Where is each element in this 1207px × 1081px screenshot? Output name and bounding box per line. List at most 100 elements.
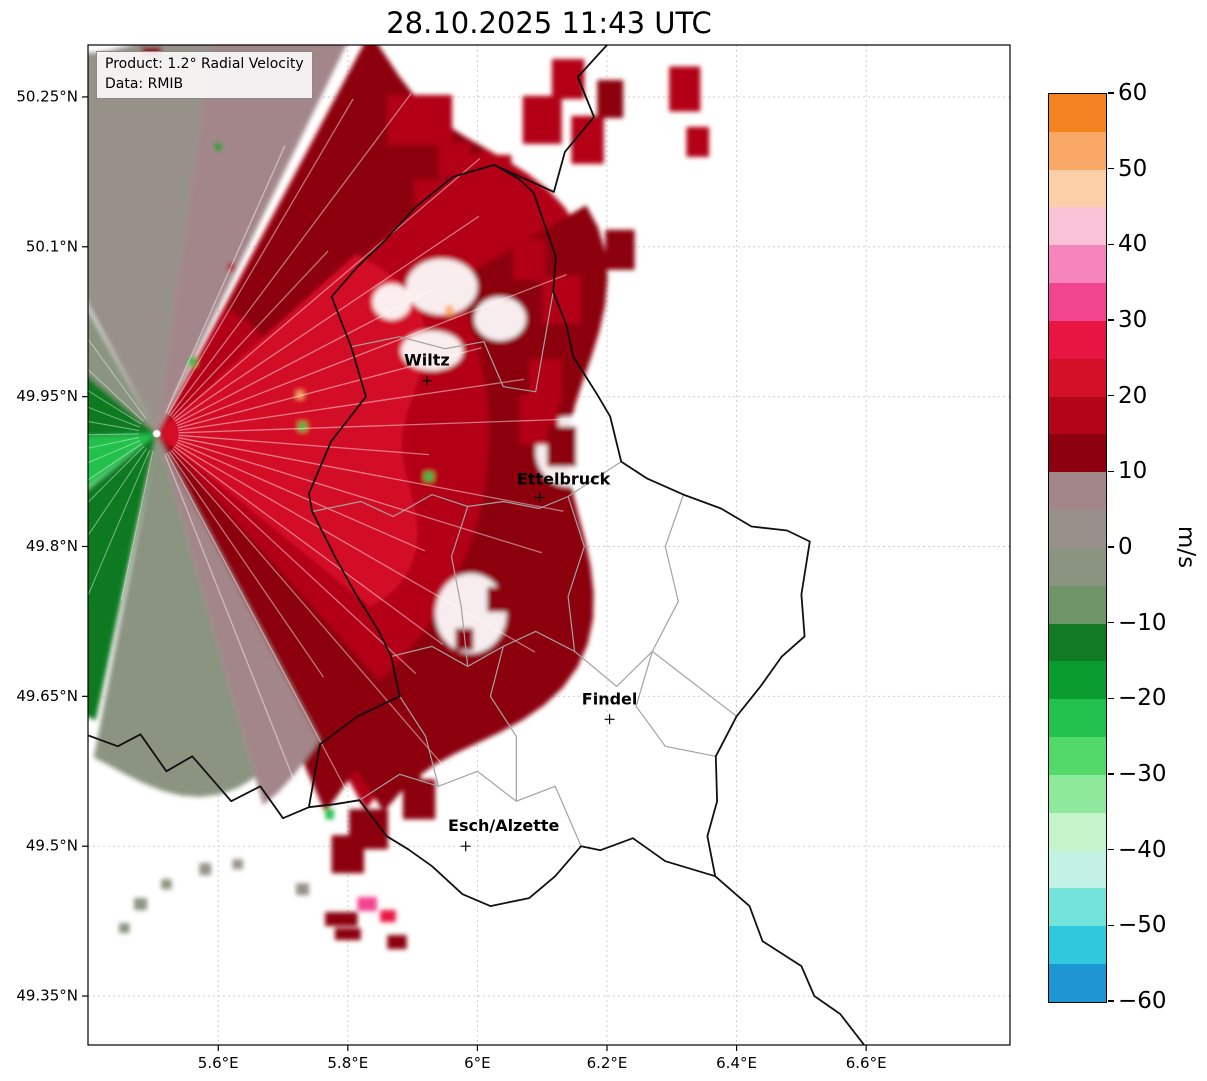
colorbar-tick-label: −50 bbox=[1118, 912, 1167, 939]
x-tick-label: 5.6°E bbox=[198, 1054, 239, 1072]
colorbar-tickmark bbox=[1108, 546, 1114, 548]
country-border-line bbox=[88, 733, 310, 820]
colorbar-tick-label: −60 bbox=[1118, 988, 1167, 1014]
y-tick-label: 50.25°N bbox=[16, 87, 78, 105]
y-tick-label: 50.1°N bbox=[26, 237, 78, 255]
city-label: Wiltz bbox=[404, 351, 450, 370]
echo-cell bbox=[199, 863, 212, 876]
colorbar-segment bbox=[1049, 283, 1106, 321]
colorbar-tickmark bbox=[1108, 773, 1114, 775]
y-tick-label: 49.35°N bbox=[16, 987, 78, 1005]
velocity-sector bbox=[322, 205, 608, 812]
echo-cell bbox=[513, 239, 546, 280]
echo-cell bbox=[542, 275, 582, 324]
city-markers: Wiltz Ettelbruck Findel Esch/Alzette bbox=[404, 351, 637, 852]
district-border bbox=[399, 695, 440, 787]
plot-frame bbox=[87, 44, 1011, 1046]
product-info-box: Product: 1.2° Radial Velocity Data: RMIB bbox=[96, 51, 313, 99]
district-border bbox=[350, 291, 554, 393]
colorbar-segment bbox=[1049, 358, 1106, 397]
echo-cell bbox=[298, 422, 307, 432]
echo-cell bbox=[296, 390, 304, 399]
echo-cell bbox=[571, 115, 604, 164]
echo-cell bbox=[597, 80, 624, 118]
velocity-sector bbox=[156, 254, 426, 607]
velocity-sector bbox=[88, 45, 212, 434]
colorbar-segment bbox=[1049, 94, 1106, 132]
colorbar-segment bbox=[1049, 964, 1106, 1002]
axis-ticks: 5.6°E 5.8°E 6°E 6.2°E 6.4°E 6.6°E 50.25°N 50.1°… bbox=[16, 87, 886, 1072]
echo-cell bbox=[385, 734, 421, 785]
borders bbox=[88, 45, 865, 1045]
velocity-sector bbox=[156, 433, 415, 813]
colorbar-segment bbox=[1049, 850, 1106, 889]
colorbar-segment bbox=[1049, 472, 1106, 511]
echo-cell bbox=[228, 262, 235, 271]
velocity-sector bbox=[88, 309, 157, 434]
echo-cell bbox=[188, 357, 197, 366]
echo-cell bbox=[402, 779, 436, 820]
echo-cell bbox=[445, 305, 454, 316]
colorbar-tick-label: 10 bbox=[1118, 458, 1148, 485]
city-marker bbox=[534, 492, 545, 503]
data-source-label: Data: RMIB bbox=[105, 75, 184, 92]
country-border-line bbox=[714, 875, 865, 1045]
colorbar-segment bbox=[1049, 737, 1106, 775]
colorbar-tickmark bbox=[1108, 848, 1114, 851]
colorbar-tickmark bbox=[1108, 924, 1114, 927]
colorbar-segment bbox=[1049, 699, 1106, 738]
colorbar-tickmark bbox=[1108, 470, 1114, 473]
colorbar-tick-label: 60 bbox=[1118, 80, 1148, 106]
colorbar-segment bbox=[1049, 207, 1106, 246]
echo-cell bbox=[605, 229, 635, 270]
x-tick-label: 6.6°E bbox=[846, 1054, 887, 1072]
echo-cell bbox=[325, 809, 334, 820]
figure-title: 28.10.2025 11:43 UTC bbox=[386, 6, 712, 40]
city-marker bbox=[460, 841, 471, 852]
echo-cell bbox=[686, 126, 710, 157]
echo-cell bbox=[414, 179, 450, 220]
colorbar-segment bbox=[1049, 169, 1106, 208]
colorbar-segment bbox=[1049, 131, 1106, 170]
echo-cell bbox=[119, 923, 130, 934]
echo-cell bbox=[161, 879, 172, 890]
echo-cell bbox=[529, 359, 562, 405]
city-label: Esch/Alzette bbox=[448, 816, 560, 835]
x-tick-label: 6°E bbox=[464, 1054, 491, 1072]
colorbar bbox=[1048, 93, 1107, 1003]
velocity-sector bbox=[88, 375, 157, 436]
colorbar-tickmark bbox=[1108, 621, 1114, 624]
colorbar-tick-label: 40 bbox=[1118, 231, 1148, 258]
x-tick-label: 5.8°E bbox=[327, 1054, 368, 1072]
district-border bbox=[635, 651, 716, 757]
velocity-sector bbox=[156, 433, 320, 806]
colorbar-tick-label: 50 bbox=[1118, 155, 1148, 182]
city-label: Findel bbox=[582, 689, 638, 708]
velocity-sector bbox=[88, 433, 157, 488]
echo-cell bbox=[325, 912, 358, 927]
echo-cell bbox=[424, 472, 434, 482]
echo-cell bbox=[334, 928, 361, 941]
product-label: Product: 1.2° Radial Velocity bbox=[105, 56, 304, 72]
echo-cell bbox=[547, 426, 577, 467]
colorbar-segment bbox=[1049, 623, 1106, 662]
velocity-field bbox=[88, 45, 710, 950]
colorbar-tick-label: 20 bbox=[1118, 382, 1148, 409]
echo-cell bbox=[387, 95, 453, 145]
colorbar-tickmark bbox=[1108, 394, 1114, 397]
velocity-sector bbox=[93, 433, 256, 797]
district-border bbox=[567, 496, 585, 652]
echo-cell bbox=[469, 154, 512, 195]
y-tick-label: 49.8°N bbox=[26, 537, 78, 555]
colorbar-segment bbox=[1049, 888, 1106, 927]
echo-cell bbox=[357, 897, 377, 912]
colorbar-segment bbox=[1049, 774, 1106, 813]
city-marker bbox=[421, 375, 432, 386]
velocity-sector bbox=[156, 45, 347, 434]
echo-cell bbox=[380, 910, 396, 923]
radar-site-marker bbox=[152, 429, 162, 439]
x-tick-label: 6.4°E bbox=[716, 1054, 757, 1072]
colorbar-segment bbox=[1049, 547, 1106, 586]
colorbar-segment bbox=[1049, 396, 1106, 435]
